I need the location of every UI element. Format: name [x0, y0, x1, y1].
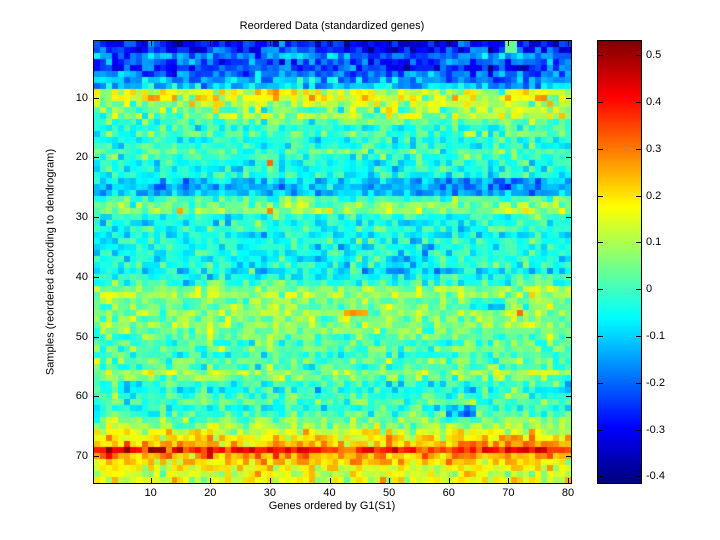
- colorbar-tick-mark: [636, 55, 641, 57]
- y-tick-label: 50: [75, 330, 88, 343]
- x-tick-mark: [448, 478, 450, 483]
- colorbar-tick-mark: [598, 148, 603, 150]
- x-tick-label: 50: [383, 487, 396, 499]
- x-tick-label: 60: [442, 487, 455, 499]
- colorbar-tick-mark: [598, 382, 603, 384]
- x-tick-mark: [210, 478, 212, 483]
- y-tick-label: 30: [75, 211, 88, 224]
- x-tick-mark: [210, 41, 212, 46]
- colorbar-tick-label: 0.5: [646, 49, 662, 62]
- y-tick-mark: [94, 97, 99, 99]
- colorbar-tick-mark: [636, 289, 641, 291]
- colorbar-tick-mark: [598, 429, 603, 431]
- x-tick-label: 80: [561, 487, 575, 499]
- y-tick-label: 70: [75, 450, 88, 463]
- colorbar-canvas: [598, 41, 641, 483]
- y-tick-mark: [566, 276, 571, 278]
- y-tick-label: 40: [75, 270, 88, 283]
- x-tick-label: 30: [263, 487, 277, 499]
- x-axis-label: Genes ordered by G1(S1): [268, 500, 396, 512]
- colorbar-border: [597, 40, 642, 484]
- x-tick-mark: [269, 478, 271, 483]
- x-tick-mark: [508, 41, 510, 46]
- y-axis-label: Samples (reordered according to dendrogr…: [44, 148, 57, 376]
- colorbar-tick-label: 0.3: [646, 142, 662, 155]
- colorbar-tick-label: -0.3: [646, 423, 665, 436]
- x-tick-mark: [329, 478, 331, 483]
- colorbar-tick-mark: [636, 382, 641, 384]
- colorbar-tick-mark: [636, 476, 641, 478]
- colorbar-tick-label: -0.4: [646, 470, 665, 483]
- y-tick-mark: [566, 456, 571, 458]
- x-tick-label: 20: [204, 487, 217, 499]
- x-tick-mark: [150, 478, 152, 483]
- x-tick-mark: [150, 41, 152, 46]
- colorbar-tick-mark: [636, 242, 641, 244]
- x-tick-mark: [568, 478, 570, 483]
- colorbar-tick-mark: [598, 55, 603, 57]
- colorbar-tick-mark: [598, 242, 603, 244]
- colorbar-tick-mark: [598, 195, 603, 197]
- colorbar-tick-mark: [598, 335, 603, 337]
- y-tick-mark: [94, 217, 99, 219]
- y-tick-mark: [94, 456, 99, 458]
- colorbar-tick-label: 0.4: [646, 95, 662, 108]
- x-tick-mark: [508, 478, 510, 483]
- colorbar-tick-mark: [598, 476, 603, 478]
- colorbar-tick-label: -0.2: [646, 376, 665, 389]
- colorbar-tick-mark: [636, 429, 641, 431]
- y-tick-mark: [566, 157, 571, 159]
- colorbar-tick-mark: [636, 148, 641, 150]
- y-tick-mark: [566, 217, 571, 219]
- x-tick-mark: [389, 478, 391, 483]
- y-tick-mark: [94, 396, 99, 398]
- y-tick-mark: [94, 157, 99, 159]
- y-tick-label: 60: [75, 390, 88, 403]
- colorbar-tick-mark: [598, 101, 603, 103]
- y-tick-mark: [94, 336, 99, 338]
- y-tick-mark: [94, 276, 99, 278]
- colorbar-tick-label: 0: [646, 283, 653, 296]
- x-tick-label: 40: [323, 487, 336, 499]
- x-tick-label: 70: [502, 487, 515, 499]
- y-tick-label: 20: [75, 151, 88, 164]
- colorbar-tick-label: 0.2: [646, 189, 662, 202]
- y-tick-label: 10: [75, 91, 88, 104]
- plot-title: Reordered Data (standardized genes): [239, 20, 425, 32]
- y-tick-mark: [566, 396, 571, 398]
- heatmap-canvas: [94, 41, 571, 483]
- x-tick-mark: [568, 41, 570, 46]
- colorbar-tick-mark: [598, 289, 603, 291]
- x-tick-mark: [448, 41, 450, 46]
- colorbar-tick-label: -0.1: [646, 329, 665, 342]
- x-tick-mark: [389, 41, 391, 46]
- y-tick-mark: [566, 336, 571, 338]
- colorbar-tick-mark: [636, 101, 641, 103]
- y-tick-mark: [566, 97, 571, 99]
- colorbar-tick-mark: [636, 195, 641, 197]
- plot-axes-border: [93, 40, 572, 484]
- colorbar-tick-mark: [636, 335, 641, 337]
- x-tick-mark: [269, 41, 271, 46]
- x-tick-label: 10: [144, 487, 157, 499]
- x-tick-mark: [329, 41, 331, 46]
- colorbar-tick-label: 0.1: [646, 236, 662, 249]
